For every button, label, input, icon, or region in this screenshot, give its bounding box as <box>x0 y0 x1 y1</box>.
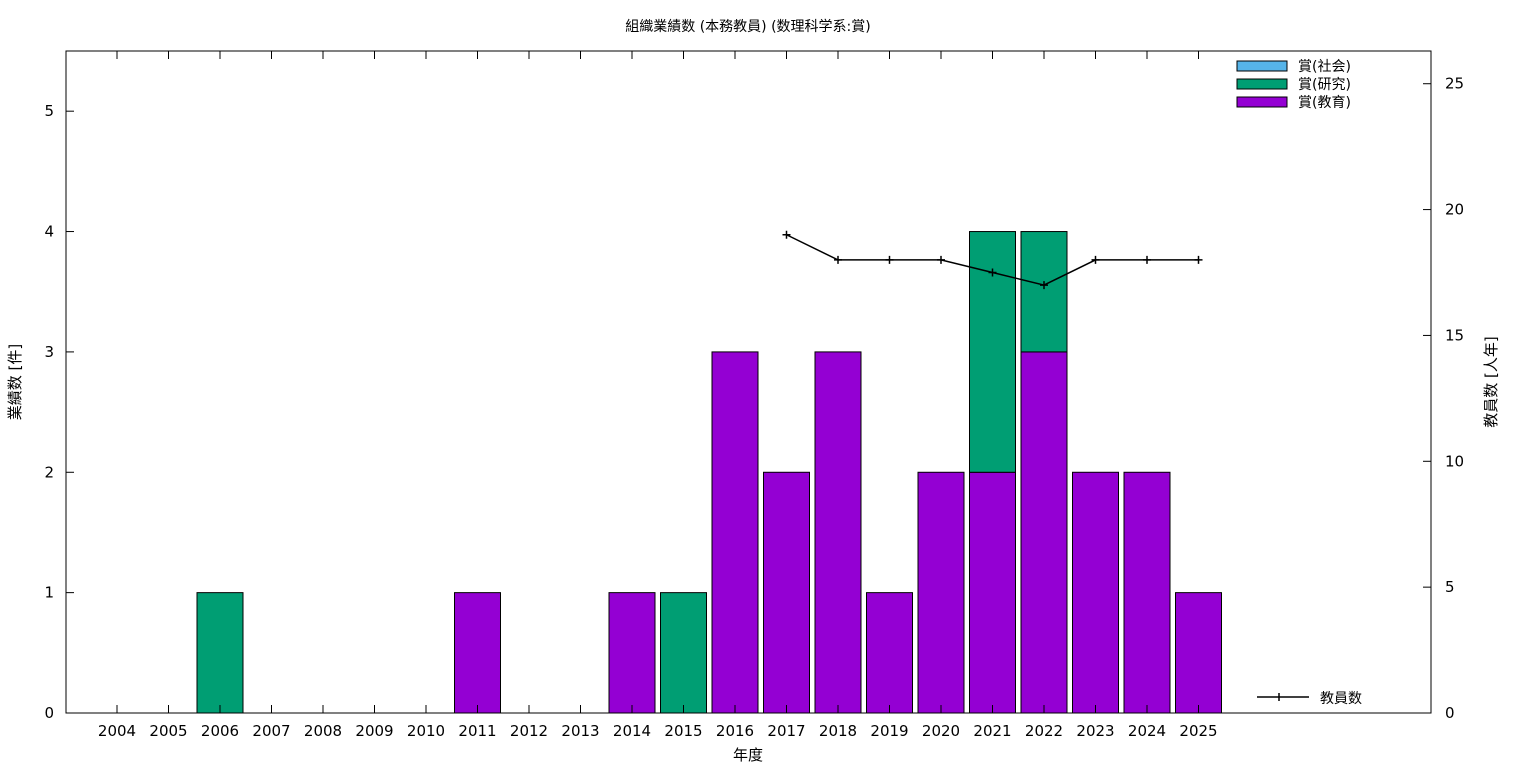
x-tick-label-2023: 2023 <box>1076 722 1114 740</box>
bar-2021-series-0 <box>969 471 1016 714</box>
bars-layer <box>196 231 1222 714</box>
legend-swatch-0 <box>1236 60 1288 72</box>
x-tick-label-2018: 2018 <box>819 722 857 740</box>
bar-2020-series-0 <box>917 471 965 714</box>
y-tick-label-2: 2 <box>44 463 54 481</box>
legend-line-label: 教員数 <box>1320 691 1362 707</box>
x-tick-label-2006: 2006 <box>201 722 239 740</box>
bar-2022-series-0 <box>1020 351 1068 714</box>
x-tick-label-2008: 2008 <box>304 722 342 740</box>
y-tick-label-1: 1 <box>44 584 54 602</box>
x-tick-label-2024: 2024 <box>1128 722 1166 740</box>
x-axis-title: 年度 <box>733 746 763 764</box>
y2-tick-label-25: 25 <box>1445 75 1464 93</box>
bar-2018-series-0 <box>814 351 862 714</box>
x-tick-label-2016: 2016 <box>716 722 754 740</box>
bar-2023-series-0 <box>1072 471 1119 714</box>
line-point-2018 <box>834 255 842 264</box>
y-axis-title: 業績数 [件] <box>6 344 24 420</box>
bar-2021-series-1 <box>969 231 1016 473</box>
legend-swatch-2 <box>1236 96 1288 108</box>
x-tick-label-2022: 2022 <box>1025 722 1063 740</box>
bar-2024-series-0 <box>1123 471 1171 714</box>
chart-title: 組織業績数 (本務教員) (数理科学系:賞) <box>625 19 870 35</box>
y2-tick-label-20: 20 <box>1445 201 1464 219</box>
y2-tick-label-5: 5 <box>1445 578 1455 596</box>
x-tick-label-2007: 2007 <box>252 722 290 740</box>
y2-tick-label-15: 15 <box>1445 326 1464 344</box>
x-tick-label-2019: 2019 <box>870 722 908 740</box>
bar-2017-series-0 <box>763 471 810 714</box>
legend-label-0: 賞(社会) <box>1298 59 1351 75</box>
bar-2015-series-1 <box>660 592 707 714</box>
y-tick-label-3: 3 <box>44 343 54 361</box>
bar-2011-series-0 <box>454 592 501 714</box>
y-tick-label-0: 0 <box>44 704 54 722</box>
x-tick-label-2009: 2009 <box>355 722 393 740</box>
bar-2006-series-1 <box>196 592 244 714</box>
plot-frame <box>65 50 1432 714</box>
line-point-2024 <box>1143 255 1151 264</box>
y-tick-label-4: 4 <box>44 223 54 241</box>
x-tick-label-2014: 2014 <box>613 722 651 740</box>
x-tick-label-2017: 2017 <box>767 722 805 740</box>
bar-2014-series-0 <box>608 592 656 714</box>
legend-label-1: 賞(研究) <box>1298 77 1351 93</box>
x-tick-label-2020: 2020 <box>922 722 960 740</box>
x-tick-label-2012: 2012 <box>510 722 548 740</box>
bar-2022-series-1 <box>1020 231 1068 353</box>
x-tick-label-2011: 2011 <box>458 722 496 740</box>
line-point-2022 <box>1040 281 1048 290</box>
y2-tick-label-10: 10 <box>1445 452 1464 470</box>
y2-axis-title: 教員数 [人年] <box>1482 336 1500 427</box>
x-tick-label-2013: 2013 <box>561 722 599 740</box>
line-point-2025 <box>1194 255 1203 264</box>
legend-label-2: 賞(教育) <box>1298 95 1351 111</box>
x-tick-label-2021: 2021 <box>973 722 1011 740</box>
legend: 賞(社会) 賞(研究) 賞(教育) 教員数 <box>1236 59 1362 707</box>
legend-swatch-1 <box>1236 78 1288 90</box>
line-point-2019 <box>885 255 894 264</box>
line-point-2023 <box>1091 255 1100 264</box>
y-tick-label-5: 5 <box>44 102 54 120</box>
x-tick-label-2015: 2015 <box>664 722 702 740</box>
line-point-2017 <box>782 230 791 239</box>
bar-2025-series-0 <box>1175 592 1222 714</box>
x-tick-label-2025: 2025 <box>1179 722 1217 740</box>
x-tick-label-2005: 2005 <box>149 722 187 740</box>
line-point-2020 <box>937 255 945 264</box>
bar-2016-series-0 <box>711 351 759 714</box>
x-tick-label-2004: 2004 <box>98 722 136 740</box>
line-layer <box>782 230 1203 290</box>
line-point-2021 <box>988 268 997 277</box>
y2-tick-label-0: 0 <box>1445 704 1455 722</box>
x-tick-label-2010: 2010 <box>407 722 445 740</box>
bar-2019-series-0 <box>866 592 913 714</box>
